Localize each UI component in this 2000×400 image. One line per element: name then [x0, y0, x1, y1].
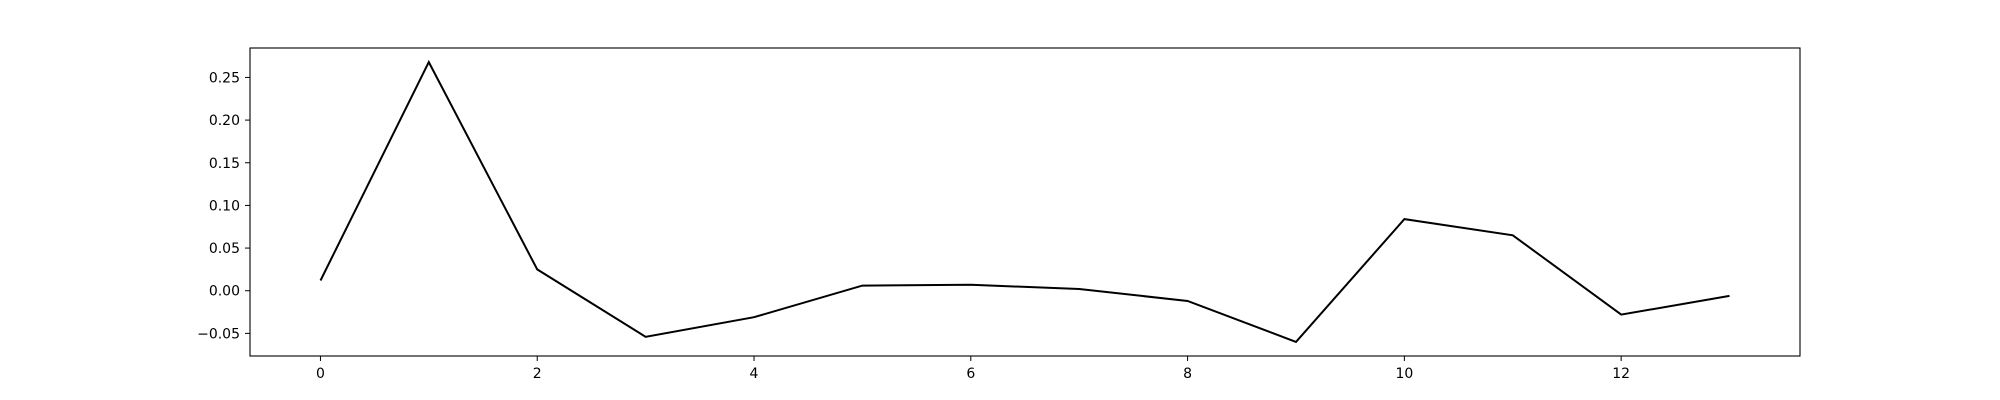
x-tick-label: 4	[750, 366, 759, 382]
x-tick-label: 12	[1612, 366, 1630, 382]
y-tick-label: 0.05	[209, 241, 240, 257]
y-tick-label: 0.10	[209, 198, 240, 214]
y-tick-label: 0.00	[209, 284, 240, 300]
x-axis: 0 2 4 6 8 10 12	[316, 356, 1630, 382]
x-tick-label: 2	[533, 366, 542, 382]
series-line-0	[319, 59, 1730, 344]
y-tick-label: −0.05	[197, 326, 240, 342]
x-tick-label: 6	[966, 366, 975, 382]
plot-frame	[249, 47, 1801, 357]
series-layer	[319, 59, 1730, 344]
x-tick-label: 0	[316, 366, 325, 382]
y-tick-label: 0.25	[209, 70, 240, 86]
y-axis: −0.05 0.00 0.05 0.10 0.15 0.20 0.25	[197, 70, 250, 342]
x-tick-label: 8	[1183, 366, 1192, 382]
x-tick-label: 10	[1395, 366, 1413, 382]
y-tick-label: 0.20	[209, 113, 240, 129]
y-tick-label: 0.15	[209, 156, 240, 172]
